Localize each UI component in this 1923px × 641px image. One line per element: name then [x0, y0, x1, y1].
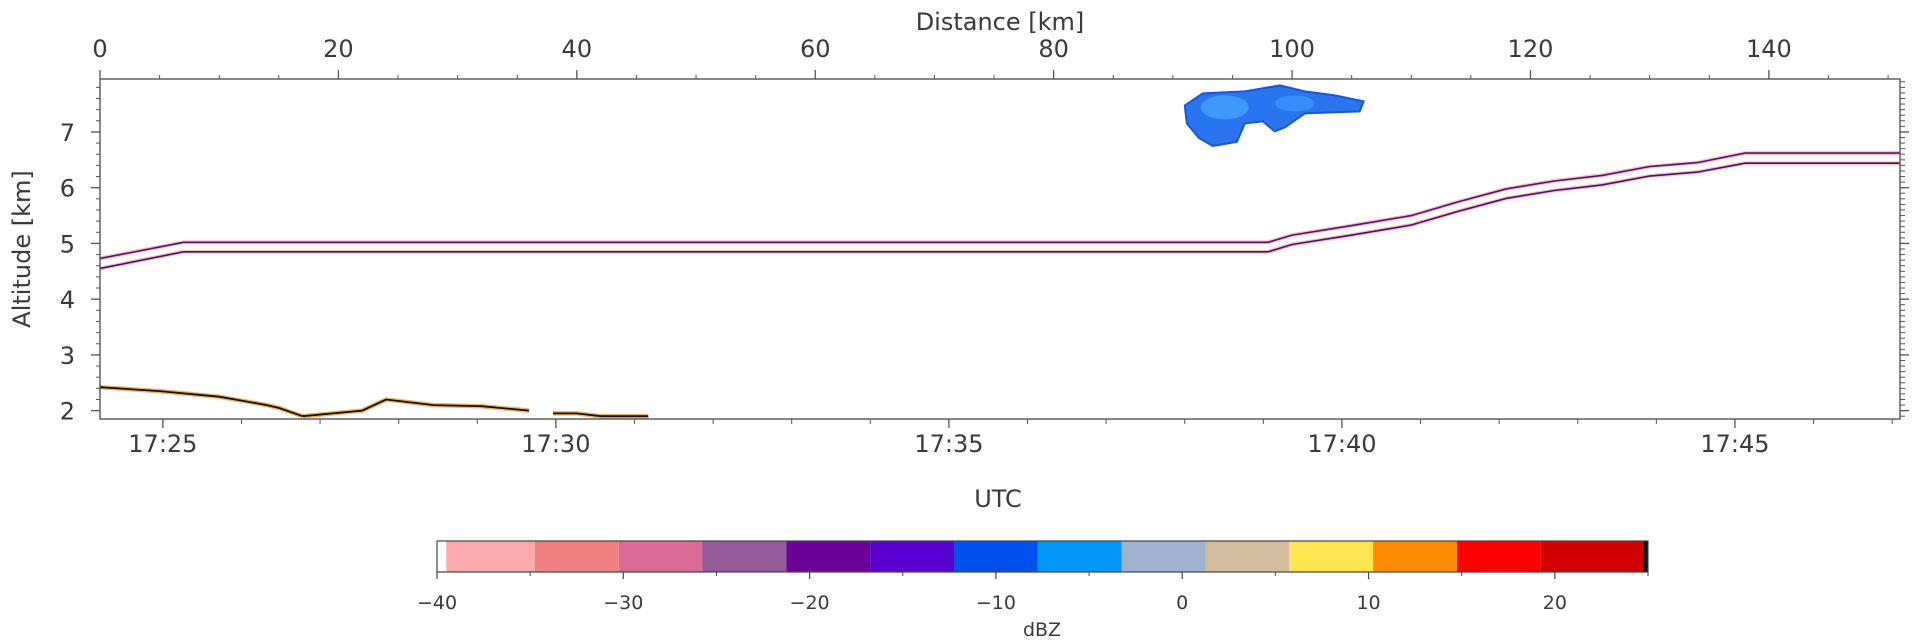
surface-echo-upper-line: [100, 152, 1900, 260]
ground-trace-line: [100, 386, 303, 418]
ground-trace-line: [302, 398, 530, 418]
ground-trace-halo: [100, 384, 304, 419]
cloud-echo-highlight: [1200, 95, 1249, 120]
colorbar-bin: [702, 541, 787, 572]
colorbar-tick-label: 20: [1543, 592, 1567, 614]
surface-echo-lower-line: [100, 162, 1900, 270]
colorbar-bin: [1205, 541, 1290, 572]
top-tick-label: 120: [1508, 35, 1554, 63]
colorbar: −40 −30 −20 −10 0 10 20: [417, 540, 1649, 614]
colorbar-label: dBZ: [1023, 619, 1061, 641]
x-tick-label: 17:25: [128, 430, 197, 458]
cloud-echo-highlight: [1274, 95, 1315, 112]
colorbar-bin: [1457, 541, 1541, 572]
top-tick-label: 0: [92, 35, 107, 63]
colorbar-bin: [870, 541, 955, 572]
colorbar-bin: [786, 541, 871, 572]
colorbar-bin: [437, 541, 447, 572]
colorbar-tick-label: −20: [790, 592, 830, 614]
top-tick-label: 20: [323, 35, 354, 63]
x-tick-label: 17:30: [521, 430, 590, 458]
colorbar-bin: [1289, 541, 1374, 572]
top-tick-label: 100: [1269, 35, 1315, 63]
colorbar-tick-label: −10: [976, 592, 1016, 614]
colorbar-bin: [1540, 541, 1644, 572]
y-axis-title: Altitude [km]: [8, 170, 36, 327]
colorbar-frame: [436, 540, 1649, 573]
colorbar-bin: [618, 541, 703, 572]
colorbar-tick-label: 0: [1176, 592, 1188, 614]
top-axis-ticks: 0 20 40 60 80 100 120 140: [92, 35, 1889, 79]
colorbar-bin: [446, 541, 535, 572]
y-tick-label: 5: [60, 230, 75, 258]
top-tick-label: 140: [1746, 35, 1792, 63]
top-tick-label: 60: [800, 35, 831, 63]
y-tick-label: 4: [60, 286, 75, 314]
x-axis-ticks: 17:25 17:30 17:35 17:40 17:45: [128, 419, 1893, 458]
colorbar-tick-label: 10: [1356, 592, 1380, 614]
x-tick-label: 17:40: [1307, 430, 1376, 458]
x-tick-label: 17:35: [914, 430, 983, 458]
ground-trace-line: [553, 412, 649, 418]
x-tick-label: 17:45: [1700, 430, 1769, 458]
plot-content: [100, 84, 1900, 419]
top-axis-title: Distance [km]: [916, 8, 1085, 36]
colorbar-bin: [1121, 541, 1206, 572]
y-tick-label: 3: [60, 342, 75, 370]
colorbar-tick-label: −40: [417, 592, 457, 614]
x-axis-title: UTC: [974, 485, 1022, 513]
colorbar-bin: [954, 541, 1038, 572]
y-tick-label: 7: [60, 119, 75, 147]
colorbar-bin: [1037, 541, 1122, 572]
colorbar-bin: [534, 541, 619, 572]
plot-frame: [99, 78, 1901, 420]
y-tick-label: 2: [60, 398, 75, 426]
y-axis-ticks: 2 3 4 5 6 7: [60, 86, 100, 426]
right-axis-ticks: [1900, 81, 1909, 417]
y-tick-label: 6: [60, 175, 75, 203]
colorbar-bin: [1373, 541, 1458, 572]
top-tick-label: 40: [562, 35, 593, 63]
colorbar-bin: [1643, 541, 1648, 572]
colorbar-tick-label: −30: [603, 592, 643, 614]
top-tick-label: 80: [1038, 35, 1069, 63]
